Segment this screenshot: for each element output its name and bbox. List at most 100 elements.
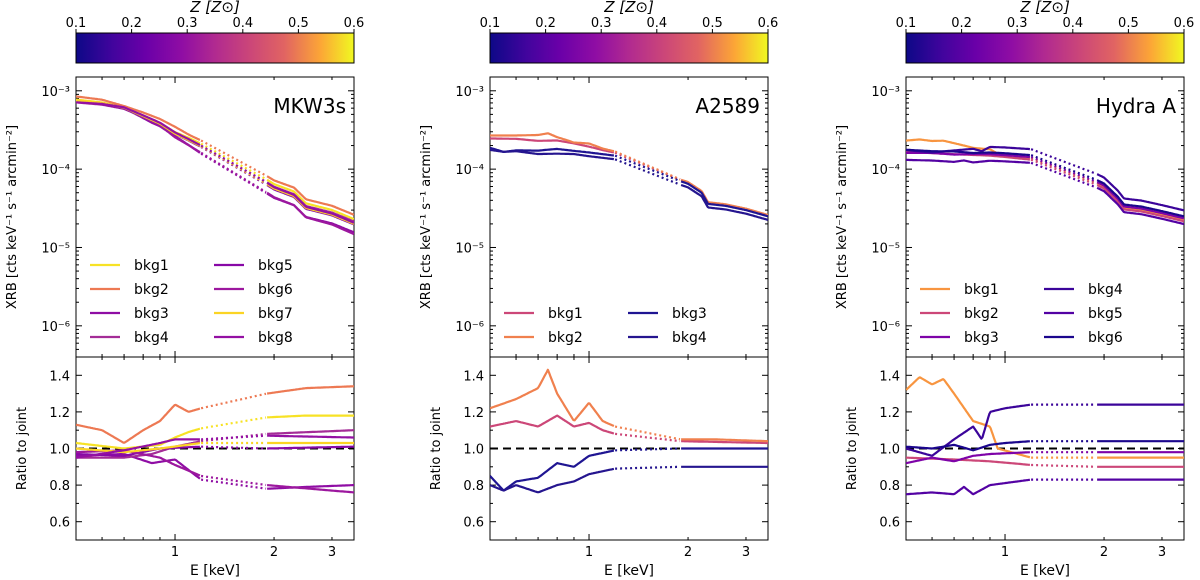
- colorbar-label: Z [Z⊙]: [189, 0, 240, 16]
- colorbar-tick-label: 0.1: [480, 16, 501, 31]
- colorbar-tick-label: 0.2: [951, 16, 972, 31]
- legend-label: bkg4: [134, 330, 169, 346]
- ratio-line-high: [267, 484, 354, 490]
- legend-item-bkg1: bkg1: [90, 258, 169, 274]
- spectrum-line-low: [906, 145, 1030, 154]
- ratio-tick-label: 1.0: [49, 443, 70, 458]
- ratio-tick-label: 0.8: [879, 479, 900, 494]
- spectrum-line-high: [1096, 186, 1184, 226]
- legend-item-bkg3: bkg3: [628, 306, 707, 322]
- ratio-line-gap: [200, 478, 267, 490]
- ratio-line-high: [267, 434, 354, 439]
- colorbar-tick-label: 0.1: [66, 16, 87, 31]
- legend-item-bkg5: bkg5: [214, 258, 293, 274]
- panel-0: 0.1 0.2 0.3 0.4 0.5 0.6 Z [Z⊙] 10⁻⁶ 10⁻⁵ 10⁻⁴ 10⁻³…: [5, 0, 364, 579]
- spectrum-line-gap: [1030, 156, 1097, 183]
- x-tick-label: 1: [171, 545, 179, 560]
- panel-title: MKW3s: [273, 94, 346, 118]
- colorbar-tick-label: 0.5: [288, 16, 309, 31]
- spectrum-line-high: [680, 178, 768, 217]
- ratio-line-high: [267, 445, 354, 450]
- colorbar-tick-label: 0.6: [344, 16, 365, 31]
- series-bkg6: [906, 148, 1184, 452]
- spectrum-axes: [905, 76, 1185, 358]
- ratio-line-low: [906, 440, 1030, 452]
- spectrum-line-gap: [614, 154, 681, 183]
- series-bkg4: [490, 148, 768, 494]
- spectrum-line-high: [266, 175, 354, 216]
- spectrum-line-low: [490, 137, 615, 154]
- spectrum-line-high: [680, 180, 768, 218]
- series-bkg2: [906, 150, 1184, 468]
- colorbar-tick-label: 0.5: [702, 16, 723, 31]
- spectrum-ylabel: XRB [cts keV⁻¹ s⁻¹ arcmin⁻²]: [835, 125, 850, 309]
- x-tick-label: 3: [1158, 545, 1166, 560]
- ratio-tick-label: 0.6: [879, 516, 900, 531]
- spectrum-line-high: [1096, 179, 1184, 218]
- y-tick-label: 10⁻⁴: [871, 163, 900, 178]
- colorbar-tick-label: 0.6: [758, 16, 779, 31]
- spectrum-axes: [75, 76, 355, 358]
- spectrum-line-high: [266, 191, 354, 236]
- ratio-tick-label: 1.2: [49, 406, 70, 421]
- series-bkg1: [490, 137, 768, 445]
- ratio-line-low: [490, 368, 615, 428]
- spectrum-ylabel: XRB [cts keV⁻¹ s⁻¹ arcmin⁻²]: [5, 125, 20, 309]
- x-tick-label: 2: [270, 545, 278, 560]
- ratio-line-gap: [200, 432, 267, 443]
- colorbar-tick-label: 0.5: [1118, 16, 1139, 31]
- ratio-line-high: [267, 429, 354, 435]
- y-tick-label: 10⁻⁵: [41, 241, 70, 256]
- y-tick-label: 10⁻³: [41, 85, 70, 100]
- ratio-line-gap: [1031, 463, 1097, 468]
- x-tick-label: 1: [585, 545, 593, 560]
- colorbar: [905, 32, 1185, 64]
- legend-item-bkg8: bkg8: [214, 330, 293, 346]
- colorbar: [489, 32, 769, 64]
- ratio-line-gap: [614, 425, 681, 441]
- legend-label: bkg6: [258, 282, 293, 298]
- legend-item-bkg5: bkg5: [1044, 306, 1123, 322]
- ratio-tick-label: 0.6: [463, 516, 484, 531]
- legend-item-bkg2: bkg2: [920, 306, 999, 322]
- spectrum-line-high: [1096, 173, 1184, 212]
- legend-label: bkg1: [134, 258, 169, 274]
- legend-item-bkg2: bkg2: [504, 330, 583, 346]
- ratio-line-low: [906, 403, 1031, 457]
- y-tick-label: 10⁻⁶: [455, 320, 484, 335]
- spectrum-line-gap: [1030, 158, 1097, 186]
- spectrum-line-low: [490, 148, 615, 161]
- ratio-line-low: [490, 414, 615, 435]
- series-bkg2: [490, 132, 768, 443]
- colorbar-tick-label: 0.3: [177, 16, 198, 31]
- spectrum-line-low: [906, 148, 1030, 157]
- legend-item-bkg6: bkg6: [1044, 330, 1123, 346]
- colorbar-tick-label: 0.4: [232, 16, 253, 31]
- spectrum-axes: [489, 76, 769, 358]
- ratio-line-low: [490, 449, 615, 492]
- series-bkg1: [76, 98, 354, 450]
- ratio-line-high: [267, 385, 354, 395]
- panel-2: 0.1 0.2 0.3 0.4 0.5 0.6 Z [Z⊙] 10⁻⁶ 10⁻⁵ 10⁻⁴ 10⁻³…: [835, 0, 1194, 579]
- ratio-line-high: [681, 440, 768, 445]
- ratio-line-low: [490, 467, 615, 494]
- ratio-line-low: [76, 449, 201, 477]
- spectrum-line-low: [76, 100, 201, 154]
- ratio-line-low: [76, 442, 200, 454]
- series-bkg1: [906, 138, 1184, 459]
- ratio-line-gap: [201, 445, 267, 450]
- spectrum-line-high: [266, 178, 354, 221]
- y-tick-label: 10⁻⁶: [41, 320, 70, 335]
- colorbar-tick-label: 0.2: [121, 16, 142, 31]
- y-tick-label: 10⁻⁵: [871, 241, 900, 256]
- legend-item-bkg3: bkg3: [90, 306, 169, 322]
- spectrum-line-low: [76, 101, 201, 147]
- panel-1: 0.1 0.2 0.3 0.4 0.5 0.6 Z [Z⊙] 10⁻⁶ 10⁻⁵ 10⁻⁴ 10⁻³…: [419, 0, 778, 579]
- ratio-tick-label: 0.8: [49, 479, 70, 494]
- ratio-line-high: [267, 484, 354, 494]
- spectrum-line-gap: [614, 150, 681, 181]
- spectrum-line-high: [266, 181, 354, 224]
- colorbar-tick-label: 0.6: [1174, 16, 1195, 31]
- y-tick-label: 10⁻³: [871, 85, 900, 100]
- y-tick-label: 10⁻³: [455, 85, 484, 100]
